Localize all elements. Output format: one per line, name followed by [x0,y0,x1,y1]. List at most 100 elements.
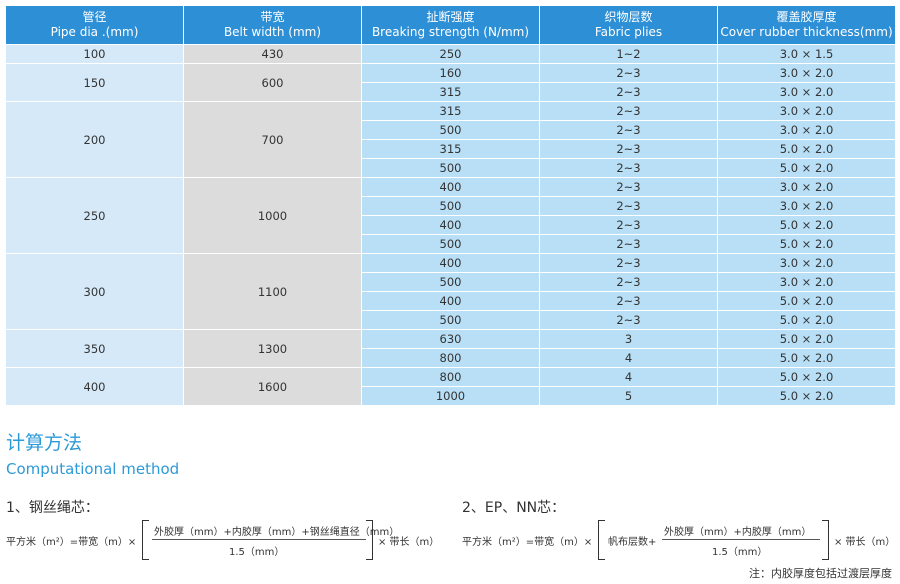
fabric-core-heading: 2、EP、NN芯： [462,500,566,516]
cell-breaking-strength: 400 [362,178,539,196]
cell-breaking-strength: 500 [362,121,539,139]
table-row: 200 700 315 2~3 3.0 × 2.0 [6,102,895,177]
header-row: 管径 Pipe dia .(mm) 带宽 Belt width (mm) 扯断强度 B… [6,6,895,44]
cell-fabric-plies: 2~3 [540,311,717,329]
cell-cover-thickness: 3.0 × 2.0 [718,197,895,215]
steel-formula-denominator: 1.5（mm） [229,547,285,558]
table-row: 500 2~3 3.0 × 2.0 [6,197,895,215]
cell-cover-thickness: 5.0 × 2.0 [718,349,895,367]
cell-belt-width: 1600 [184,368,361,405]
table-row: 500 2~3 5.0 × 2.0 [6,159,895,177]
cell-pipe-dia: 350 [6,330,183,367]
spec-table-body: 100 430 250 1~2 3.0 × 1.5 150 600 160 2~3 3.0 × 2… [6,45,895,405]
cell-belt-width: 430 [184,45,361,63]
cell-breaking-strength: 315 [362,102,539,120]
cell-breaking-strength: 1000 [362,387,539,405]
cell-cover-thickness: 5.0 × 2.0 [718,216,895,234]
table-row: 800 4 5.0 × 2.0 [6,349,895,367]
table-row: 500 2~3 3.0 × 2.0 [6,273,895,291]
cell-cover-thickness: 3.0 × 1.5 [718,45,895,63]
steel-formula-numerator: 外胶厚（mm）+内胶厚（mm）+钢丝绳直径（mm） [154,527,400,538]
cell-breaking-strength: 500 [362,235,539,253]
cell-cover-thickness: 5.0 × 2.0 [718,311,895,329]
cell-breaking-strength: 800 [362,349,539,367]
cell-pipe-dia: 400 [6,368,183,405]
cell-belt-width: 1000 [184,178,361,253]
steel-formula-rhs: × 带长（m） [378,537,440,548]
steel-cord-formula: 平方米（m²）=带宽（m）× 外胶厚（mm）+内胶厚（mm）+钢丝绳直径（mm）… [6,520,446,560]
cell-fabric-plies: 2~3 [540,235,717,253]
cell-belt-width: 1100 [184,254,361,329]
cell-fabric-plies: 3 [540,330,717,348]
cell-fabric-plies: 2~3 [540,64,717,82]
cell-breaking-strength: 500 [362,159,539,177]
fabric-formula-prefix: 帆布层数+ [608,537,657,548]
cell-pipe-dia: 250 [6,178,183,253]
cell-cover-thickness: 5.0 × 2.0 [718,330,895,348]
table-row: 300 1100 400 2~3 3.0 × 2.0 [6,254,895,329]
steel-formula-left-bracket [142,520,149,560]
cell-breaking-strength: 315 [362,83,539,101]
cell-breaking-strength: 315 [362,140,539,158]
cell-cover-thickness: 5.0 × 2.0 [718,159,895,177]
table-row: 250 1000 400 2~3 3.0 × 2.0 [6,178,895,253]
steel-formula-lhs: 平方米（m²）=带宽（m）× [6,537,137,548]
cell-pipe-dia: 200 [6,102,183,177]
cell-fabric-plies: 5 [540,387,717,405]
cell-cover-thickness: 5.0 × 2.0 [718,292,895,310]
cell-cover-thickness: 5.0 × 2.0 [718,140,895,158]
cell-fabric-plies: 4 [540,368,717,386]
cell-cover-thickness: 3.0 × 2.0 [718,178,895,196]
steel-formula-right-bracket [366,520,373,560]
cell-fabric-plies: 2~3 [540,140,717,158]
cell-cover-thickness: 5.0 × 2.0 [718,368,895,386]
cell-pipe-dia: 150 [6,64,183,101]
table-row: 315 2~3 3.0 × 2.0 [6,83,895,101]
cell-breaking-strength: 400 [362,254,539,272]
cell-breaking-strength: 250 [362,45,539,63]
fabric-formula-numerator: 外胶厚（mm）+内胶厚（mm） [664,527,812,538]
header-belt-width: 带宽 Belt width (mm) [184,6,361,44]
table-row: 500 2~3 5.0 × 2.0 [6,311,895,329]
cell-fabric-plies: 1~2 [540,45,717,63]
method-title-en: Computational method [6,460,180,478]
fabric-formula-rhs: × 带长（m） [834,537,896,548]
cell-fabric-plies: 2~3 [540,273,717,291]
fabric-formula-denominator: 1.5（mm） [712,547,768,558]
fabric-core-formula: 平方米（m²）=带宽（m）× 帆布层数+ 外胶厚（mm）+内胶厚（mm） 1.5… [462,520,898,560]
header-pipe-dia: 管径 Pipe dia .(mm) [6,6,183,44]
cell-belt-width: 600 [184,64,361,101]
cell-cover-thickness: 5.0 × 2.0 [718,235,895,253]
cell-breaking-strength: 400 [362,292,539,310]
cell-breaking-strength: 500 [362,197,539,215]
cell-cover-thickness: 3.0 × 2.0 [718,83,895,101]
cell-breaking-strength: 500 [362,311,539,329]
cell-fabric-plies: 2~3 [540,178,717,196]
spec-table: 管径 Pipe dia .(mm) 带宽 Belt width (mm) 扯断强度 B… [5,5,896,406]
header-cover-thickness: 覆盖胶厚度 Cover rubber thickness(mm) [718,6,895,44]
cell-cover-thickness: 3.0 × 2.0 [718,254,895,272]
cell-belt-width: 1300 [184,330,361,367]
footnote: 注：内胶厚度包括过渡层厚度 [749,567,892,580]
cell-pipe-dia: 100 [6,45,183,63]
cell-fabric-plies: 2~3 [540,83,717,101]
cell-fabric-plies: 2~3 [540,102,717,120]
cell-breaking-strength: 800 [362,368,539,386]
header-fabric-plies: 织物层数 Fabric plies [540,6,717,44]
cell-cover-thickness: 3.0 × 2.0 [718,273,895,291]
header-breaking-strength: 扯断强度 Breaking strength (N/mm) [362,6,539,44]
method-title-cn: 计算方法 [6,432,83,454]
cell-fabric-plies: 4 [540,349,717,367]
cell-fabric-plies: 2~3 [540,216,717,234]
cell-breaking-strength: 630 [362,330,539,348]
cell-cover-thickness: 3.0 × 2.0 [718,64,895,82]
cell-cover-thickness: 3.0 × 2.0 [718,121,895,139]
table-row: 400 2~3 5.0 × 2.0 [6,216,895,234]
table-row: 350 1300 630 3 5.0 × 2.0 [6,330,895,367]
cell-fabric-plies: 2~3 [540,292,717,310]
table-row: 400 2~3 5.0 × 2.0 [6,292,895,310]
cell-fabric-plies: 2~3 [540,159,717,177]
fabric-formula-lhs: 平方米（m²）=带宽（m）× [462,537,593,548]
table-row: 500 2~3 5.0 × 2.0 [6,235,895,253]
cell-fabric-plies: 2~3 [540,254,717,272]
